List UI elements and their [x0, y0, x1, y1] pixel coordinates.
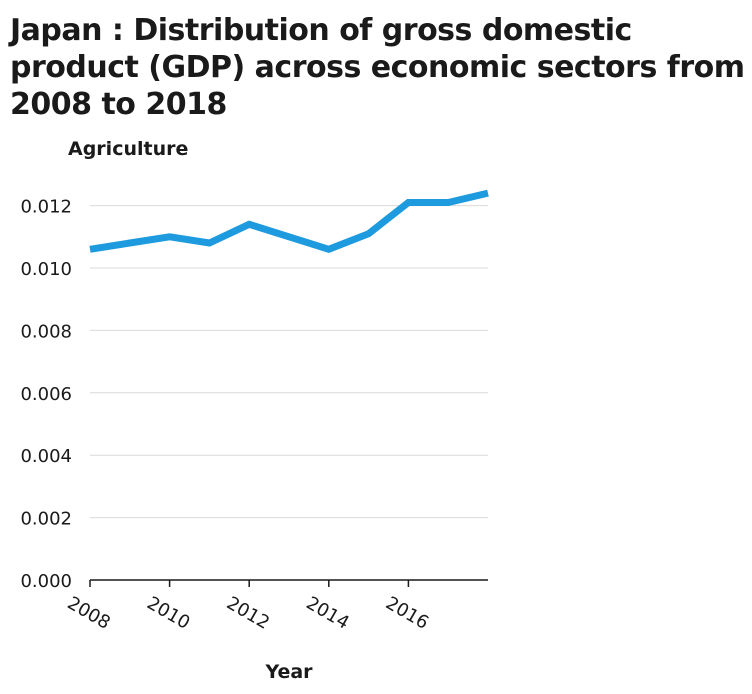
y-tick-label: 0.006: [20, 384, 72, 405]
series-line: [89, 189, 489, 254]
chart-title: Japan : Distribution of gross domestic p…: [10, 13, 745, 122]
y-tick-label: 0.002: [20, 509, 72, 530]
y-tick-label: 0.004: [20, 446, 72, 467]
axes: [89, 579, 488, 587]
series-layer: [89, 189, 489, 254]
tick-labels: 0.000 0.002 0.004 0.006 0.008 0.010 0.012 2008 2…: [20, 197, 432, 634]
gridlines: [90, 205, 488, 519]
x-tick-label: 2014: [302, 593, 352, 634]
y-axis-label: Agriculture: [68, 138, 188, 160]
x-tick-label: 2016: [382, 593, 432, 634]
y-tick-label: 0.008: [20, 321, 72, 342]
x-tick-label: 2008: [64, 593, 114, 634]
y-tick-label: 0.010: [20, 259, 72, 280]
x-axis-label: Year: [264, 661, 313, 683]
x-tick-label: 2012: [223, 593, 273, 634]
x-tick-label: 2010: [143, 593, 193, 634]
y-tick-label: 0.000: [20, 571, 72, 592]
y-tick-label: 0.012: [20, 197, 72, 218]
